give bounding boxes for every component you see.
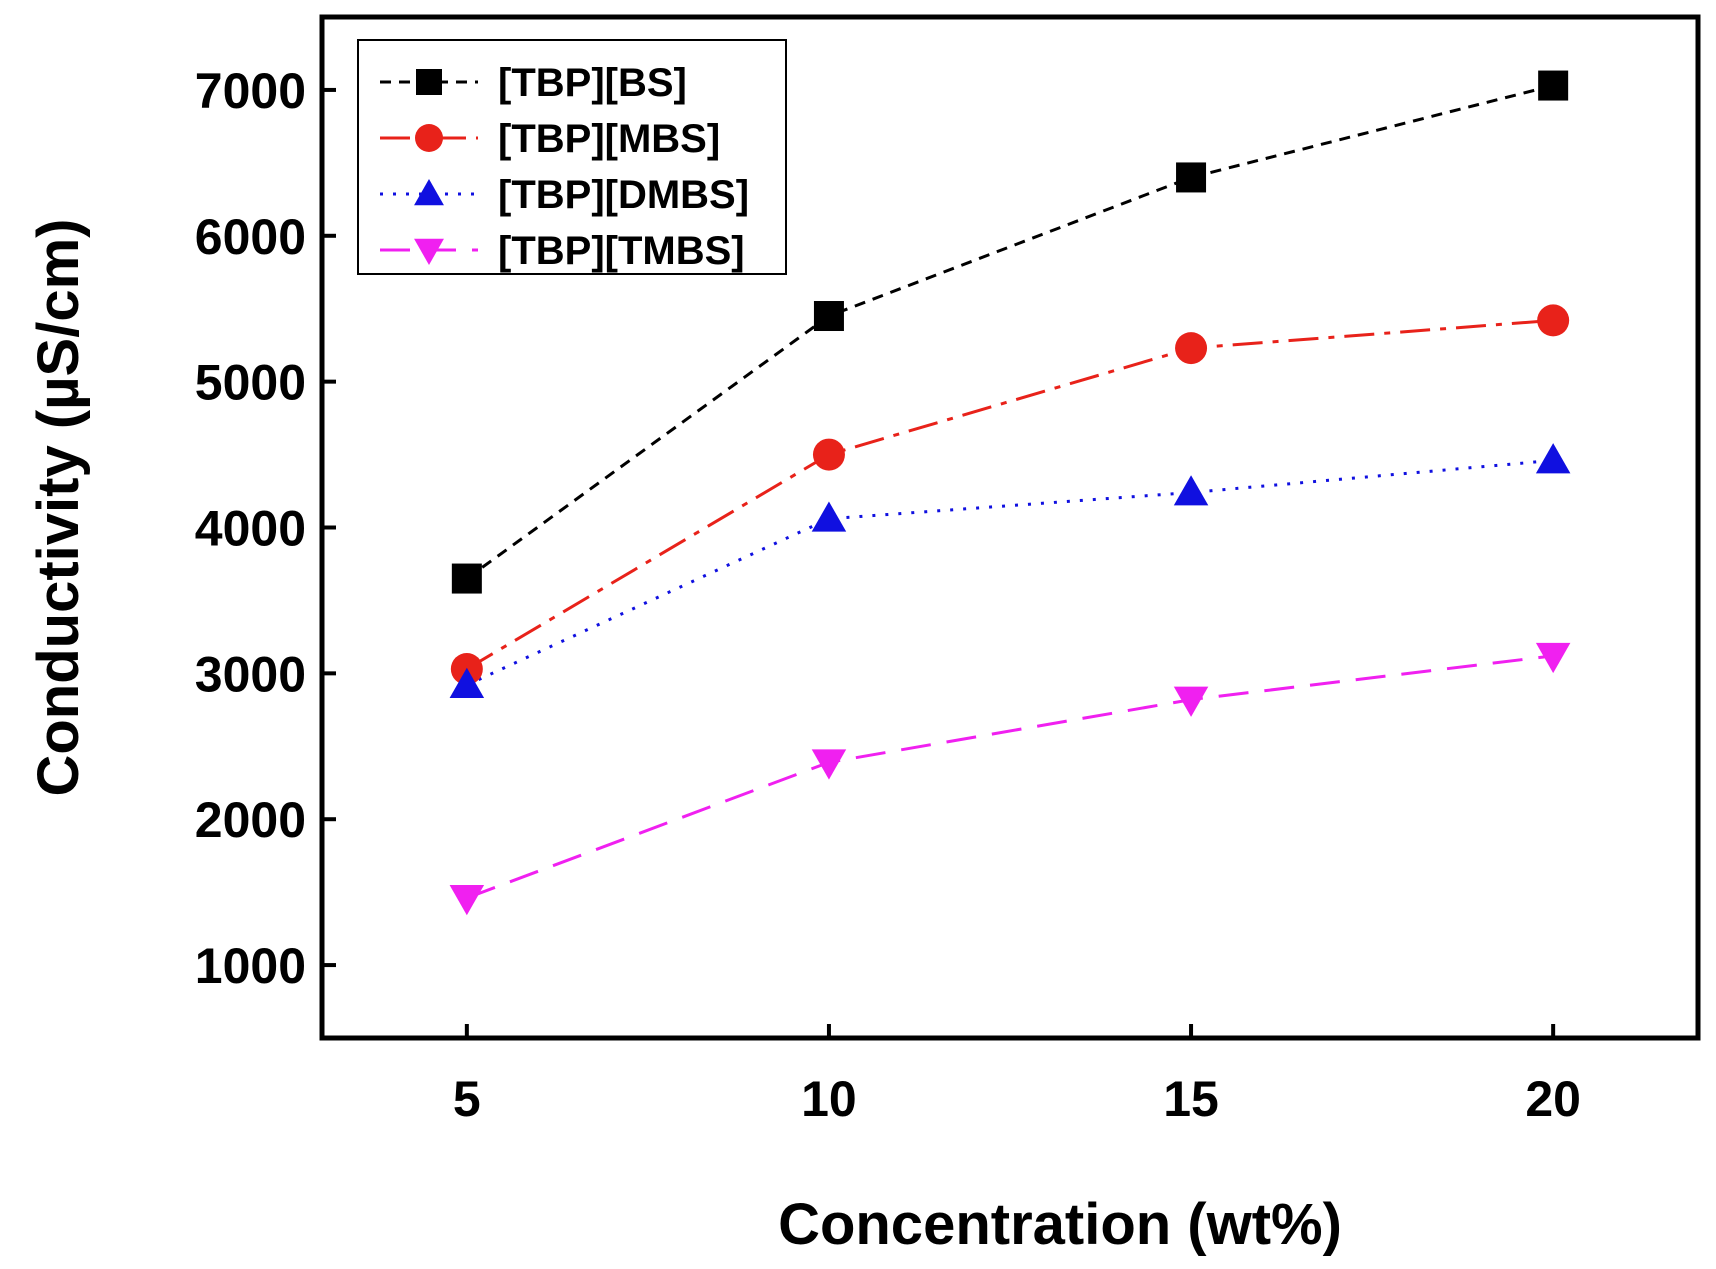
- y-axis: 1000 2000 3000 4000 5000 6000 7000: [195, 63, 336, 994]
- series-line-2: [466, 318, 1554, 671]
- data-point-s2-p2: [812, 438, 845, 471]
- x-axis: 5 10 15 20: [453, 1024, 1581, 1127]
- data-point-s2-p3: [1175, 332, 1208, 365]
- legend-marker-4: [414, 238, 444, 265]
- series-line-4: [466, 654, 1554, 900]
- data-point-s3-p1: [449, 667, 485, 698]
- legend-marker-1: [416, 69, 442, 95]
- data-point-s3-p4: [1535, 443, 1571, 474]
- data-point-s3-p3: [1173, 475, 1209, 506]
- legend-label-4: [TBP][TMBS]: [498, 229, 745, 273]
- y-tick-label: 7000: [195, 63, 306, 119]
- data-point-s1-p3: [1176, 162, 1207, 193]
- legend-label-2: [TBP][MBS]: [498, 117, 720, 161]
- y-tick-label: 4000: [195, 501, 306, 557]
- y-tick-label: 2000: [195, 792, 306, 848]
- legend-marker-3: [414, 179, 444, 206]
- data-point-s4-p4: [1535, 642, 1571, 674]
- x-tick-label: 20: [1525, 1071, 1581, 1127]
- y-tick-label: 5000: [195, 355, 306, 411]
- series-lines: [465, 84, 1554, 900]
- y-tick-label: 3000: [195, 646, 306, 702]
- series-markers: [449, 70, 1571, 916]
- x-tick-label: 15: [1163, 1071, 1219, 1127]
- data-point-s4-p3: [1173, 686, 1209, 717]
- data-point-s3-p2: [811, 501, 847, 532]
- data-point-s1-p1: [451, 563, 482, 594]
- x-axis-title: Concentration (wt%): [778, 1192, 1342, 1257]
- legend-marker-2: [415, 124, 443, 152]
- data-point-s1-p4: [1538, 70, 1569, 101]
- y-axis-title: Conductivity (µS/cm): [26, 218, 91, 796]
- data-point-s2-p4: [1537, 304, 1570, 337]
- legend: [TBP][BS] [TBP][MBS] [TBP][DMBS] [TBP][TMBS…: [357, 39, 787, 275]
- x-tick-label: 10: [801, 1071, 857, 1127]
- data-point-s4-p2: [811, 749, 847, 780]
- y-tick-label: 6000: [195, 209, 306, 265]
- data-point-s1-p2: [813, 301, 844, 332]
- data-point-s4-p1: [449, 885, 485, 916]
- y-tick-label: 1000: [195, 938, 306, 994]
- x-tick-label: 5: [453, 1071, 481, 1127]
- legend-label-1: [TBP][BS]: [498, 61, 687, 105]
- legend-label-3: [TBP][DMBS]: [498, 173, 749, 217]
